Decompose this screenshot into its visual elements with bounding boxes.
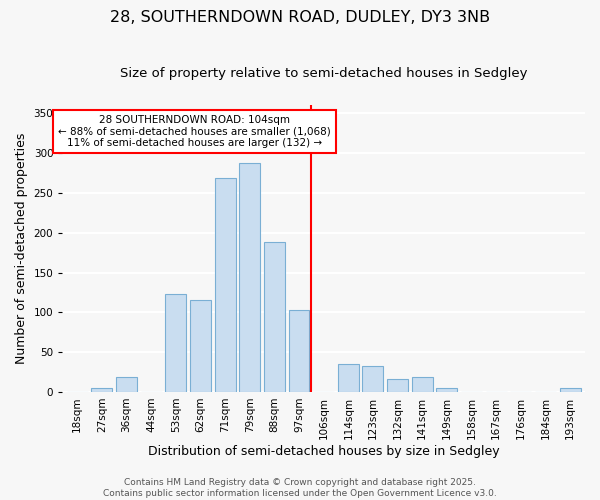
Text: 28, SOUTHERNDOWN ROAD, DUDLEY, DY3 3NB: 28, SOUTHERNDOWN ROAD, DUDLEY, DY3 3NB: [110, 10, 490, 25]
Text: Contains HM Land Registry data © Crown copyright and database right 2025.
Contai: Contains HM Land Registry data © Crown c…: [103, 478, 497, 498]
Bar: [338, 364, 359, 392]
Title: Size of property relative to semi-detached houses in Sedgley: Size of property relative to semi-detach…: [120, 68, 527, 80]
Bar: [387, 379, 408, 392]
Bar: [239, 164, 260, 392]
Bar: [91, 388, 112, 392]
Bar: [116, 377, 137, 392]
Y-axis label: Number of semi-detached properties: Number of semi-detached properties: [15, 133, 28, 364]
Bar: [289, 310, 310, 392]
X-axis label: Distribution of semi-detached houses by size in Sedgley: Distribution of semi-detached houses by …: [148, 444, 499, 458]
Bar: [190, 300, 211, 392]
Bar: [165, 294, 186, 392]
Bar: [215, 178, 236, 392]
Bar: [264, 242, 285, 392]
Text: 28 SOUTHERNDOWN ROAD: 104sqm
← 88% of semi-detached houses are smaller (1,068)
1: 28 SOUTHERNDOWN ROAD: 104sqm ← 88% of se…: [58, 115, 331, 148]
Bar: [362, 366, 383, 392]
Bar: [560, 388, 581, 392]
Bar: [412, 377, 433, 392]
Bar: [436, 388, 457, 392]
